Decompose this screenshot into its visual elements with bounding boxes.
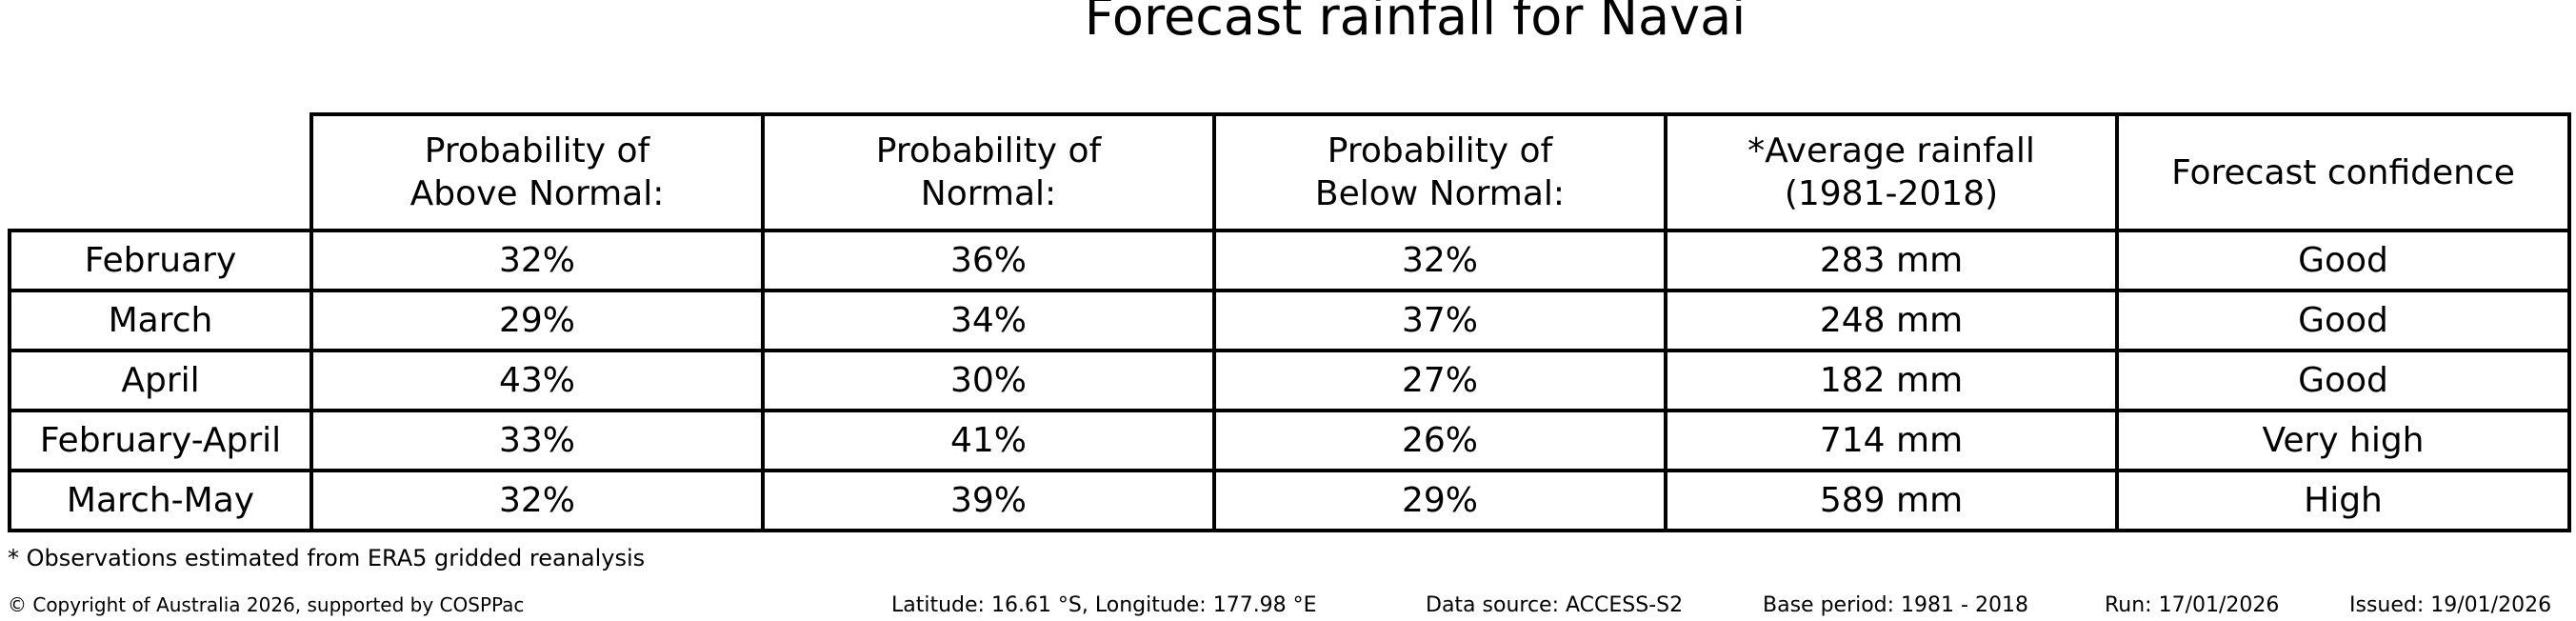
probability-below-cell: 32% bbox=[1212, 229, 1667, 292]
probability-normal-cell: 30% bbox=[761, 349, 1216, 412]
column-header-below-normal: Probability of Below Normal: bbox=[1212, 112, 1667, 232]
probability-below-cell: 27% bbox=[1212, 349, 1667, 412]
rainfall-cell: 589 mm bbox=[1664, 469, 2119, 532]
confidence-cell: Good bbox=[2115, 289, 2571, 352]
probability-below-cell: 26% bbox=[1212, 409, 1667, 472]
table-row: March-May 32% 39% 29% 589 mm High bbox=[8, 469, 2571, 532]
data-source-text: Data source: ACCESS-S2 bbox=[1426, 593, 1684, 617]
figure-title: Forecast rainfall for Navai bbox=[1084, 0, 1747, 47]
column-header-forecast-confidence: Forecast confidence bbox=[2115, 112, 2571, 232]
row-label: April bbox=[8, 349, 313, 412]
confidence-cell: High bbox=[2115, 469, 2571, 532]
table-row: February-April 33% 41% 26% 714 mm Very h… bbox=[8, 409, 2571, 472]
probability-normal-cell: 34% bbox=[761, 289, 1216, 352]
row-label: March bbox=[8, 289, 313, 352]
probability-above-cell: 43% bbox=[310, 349, 765, 412]
row-label: March-May bbox=[8, 469, 313, 532]
table-row: April 43% 30% 27% 182 mm Good bbox=[8, 349, 2571, 412]
probability-above-cell: 32% bbox=[310, 229, 765, 292]
issued-date-text: Issued: 19/01/2026 bbox=[2349, 593, 2552, 617]
row-label: February bbox=[8, 229, 313, 292]
confidence-cell: Good bbox=[2115, 229, 2571, 292]
footnote: * Observations estimated from ERA5 gridd… bbox=[8, 545, 646, 571]
probability-normal-cell: 36% bbox=[761, 229, 1216, 292]
rainfall-cell: 714 mm bbox=[1664, 409, 2119, 472]
rainfall-cell: 248 mm bbox=[1664, 289, 2119, 352]
table-row: March 29% 34% 37% 248 mm Good bbox=[8, 289, 2571, 352]
probability-normal-cell: 39% bbox=[761, 469, 1216, 532]
column-header-normal: Probability of Normal: bbox=[761, 112, 1216, 232]
probability-above-cell: 29% bbox=[310, 289, 765, 352]
column-header-average-rainfall: *Average rainfall (1981-2018) bbox=[1664, 112, 2119, 232]
probability-below-cell: 37% bbox=[1212, 289, 1667, 352]
run-date-text: Run: 17/01/2026 bbox=[2105, 593, 2280, 617]
row-label: February-April bbox=[8, 409, 313, 472]
location-text: Latitude: 16.61 °S, Longitude: 177.98 °E bbox=[891, 593, 1317, 617]
forecast-table: Probability of Above Normal: Probability… bbox=[8, 112, 2571, 532]
table-row: February 32% 36% 32% 283 mm Good bbox=[8, 229, 2571, 292]
probability-above-cell: 32% bbox=[310, 469, 765, 532]
probability-above-cell: 33% bbox=[310, 409, 765, 472]
column-header-above-normal: Probability of Above Normal: bbox=[310, 112, 765, 232]
probability-normal-cell: 41% bbox=[761, 409, 1216, 472]
copyright-text: © Copyright of Australia 2026, supported… bbox=[8, 593, 525, 616]
table-header-row: Probability of Above Normal: Probability… bbox=[10, 112, 2571, 232]
rainfall-cell: 182 mm bbox=[1664, 349, 2119, 412]
confidence-cell: Very high bbox=[2115, 409, 2571, 472]
corner-header-cell bbox=[10, 114, 311, 230]
confidence-cell: Good bbox=[2115, 349, 2571, 412]
rainfall-cell: 283 mm bbox=[1664, 229, 2119, 292]
base-period-text: Base period: 1981 - 2018 bbox=[1763, 593, 2028, 617]
probability-below-cell: 29% bbox=[1212, 469, 1667, 532]
